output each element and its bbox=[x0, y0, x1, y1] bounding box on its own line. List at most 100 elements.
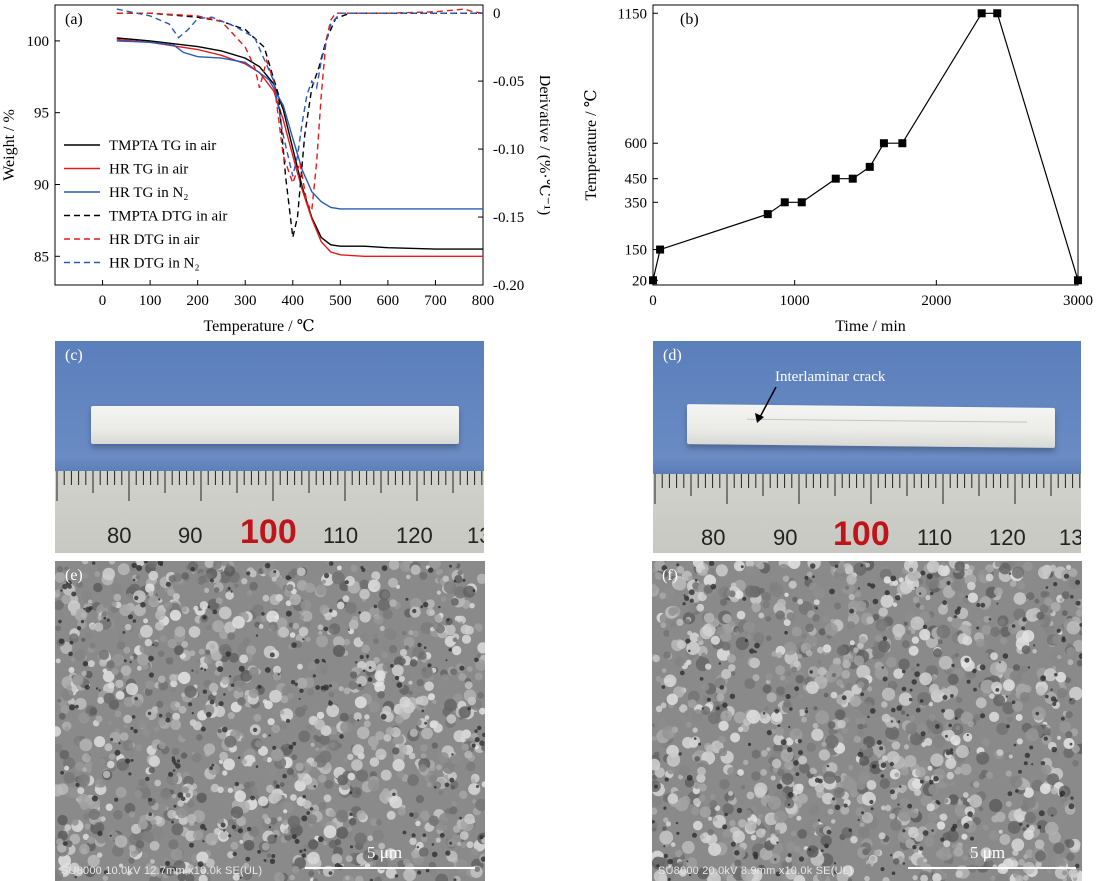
pore bbox=[433, 786, 437, 789]
grain bbox=[317, 624, 324, 630]
grain bbox=[81, 561, 89, 565]
grain bbox=[772, 767, 779, 773]
grain bbox=[336, 826, 349, 839]
grain bbox=[361, 644, 370, 654]
grain bbox=[258, 796, 269, 807]
grain bbox=[722, 803, 734, 815]
grain bbox=[708, 843, 722, 856]
grain bbox=[108, 561, 116, 565]
x-tick-label: 3000 bbox=[1063, 293, 1093, 309]
grain bbox=[677, 640, 686, 650]
grain bbox=[321, 579, 326, 584]
grain bbox=[477, 642, 485, 654]
pore bbox=[931, 829, 934, 832]
grain bbox=[1063, 747, 1075, 759]
grain bbox=[989, 711, 1000, 722]
grain bbox=[652, 583, 658, 593]
pore bbox=[222, 726, 228, 733]
pore bbox=[191, 669, 194, 672]
grain bbox=[72, 674, 84, 686]
grain bbox=[359, 588, 370, 600]
grain bbox=[728, 664, 736, 672]
x-tick-label: 700 bbox=[424, 293, 447, 309]
pore bbox=[809, 563, 816, 569]
grain bbox=[286, 584, 294, 592]
grain bbox=[1022, 875, 1029, 881]
grain bbox=[1046, 586, 1053, 593]
grain bbox=[168, 575, 176, 583]
grain bbox=[1046, 775, 1055, 785]
grain bbox=[350, 564, 358, 573]
pore bbox=[212, 609, 218, 615]
grain bbox=[348, 619, 359, 630]
data-point bbox=[656, 245, 665, 254]
pore bbox=[446, 618, 450, 622]
grain bbox=[701, 706, 711, 715]
pore bbox=[967, 811, 973, 817]
grain bbox=[797, 793, 808, 804]
pore bbox=[62, 841, 68, 846]
grain bbox=[240, 737, 246, 743]
grain bbox=[712, 817, 718, 822]
grain bbox=[840, 805, 850, 815]
grain bbox=[781, 772, 794, 785]
pore bbox=[479, 835, 484, 840]
grain bbox=[429, 774, 437, 783]
panel-a: 0 100 200 300 400 500 600 700 800 85 90 95 100 -0.20-… bbox=[0, 0, 553, 340]
grain bbox=[906, 629, 912, 635]
grain bbox=[799, 694, 804, 699]
grain bbox=[171, 747, 180, 756]
plot-frame bbox=[54, 4, 484, 286]
grain bbox=[359, 579, 370, 590]
grain bbox=[185, 792, 191, 798]
grain bbox=[174, 626, 186, 638]
grain bbox=[194, 669, 200, 675]
grain bbox=[113, 810, 123, 820]
grain bbox=[403, 858, 410, 866]
grain bbox=[356, 726, 370, 740]
grain bbox=[308, 839, 319, 850]
grain bbox=[691, 709, 704, 721]
grain bbox=[901, 640, 910, 649]
grain bbox=[316, 711, 325, 720]
grain bbox=[178, 671, 191, 685]
grain bbox=[994, 873, 1009, 881]
grain bbox=[1038, 566, 1051, 579]
grain bbox=[368, 701, 380, 713]
grain bbox=[298, 730, 311, 743]
pore bbox=[239, 876, 242, 879]
grain bbox=[353, 712, 362, 721]
pore bbox=[686, 860, 689, 863]
grain bbox=[844, 778, 857, 791]
grain bbox=[1035, 861, 1042, 868]
pore bbox=[349, 845, 354, 849]
grain bbox=[407, 774, 419, 786]
grain bbox=[697, 766, 706, 776]
grain bbox=[937, 604, 949, 615]
pore bbox=[664, 777, 669, 782]
grain bbox=[169, 673, 177, 682]
pore bbox=[294, 682, 298, 686]
grain bbox=[879, 778, 890, 789]
grain bbox=[791, 626, 802, 637]
pore bbox=[366, 654, 370, 658]
y2-axis-label: Derivative / (%·℃⁻¹) bbox=[536, 75, 550, 215]
grain bbox=[146, 863, 153, 870]
grain bbox=[114, 835, 128, 848]
sem-footer-f: SU8000 20.0kV 8.9mm x10.0k SE(UL) bbox=[658, 865, 853, 877]
grain bbox=[801, 716, 807, 723]
grain bbox=[729, 620, 736, 627]
pore bbox=[209, 766, 214, 770]
grain bbox=[890, 819, 902, 831]
grain bbox=[998, 618, 1006, 626]
grain bbox=[865, 562, 871, 568]
grain bbox=[269, 689, 282, 703]
pore bbox=[995, 688, 1000, 692]
grain bbox=[779, 675, 786, 681]
grain bbox=[438, 752, 449, 763]
pore bbox=[867, 582, 872, 587]
grain bbox=[336, 601, 345, 610]
pore bbox=[870, 708, 876, 714]
grain bbox=[408, 630, 414, 636]
pore bbox=[477, 725, 482, 731]
